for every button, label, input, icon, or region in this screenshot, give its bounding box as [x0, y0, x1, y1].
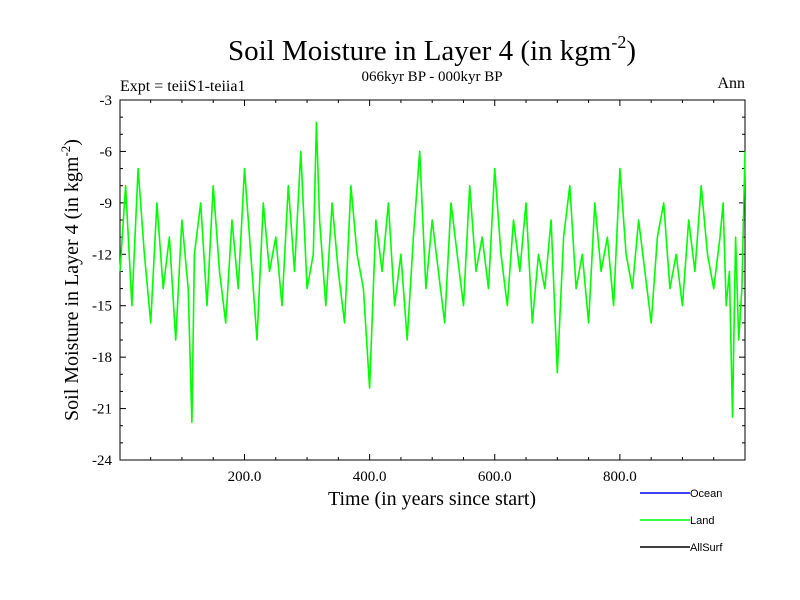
- x-tick-label: 800.0: [603, 469, 637, 485]
- x-tick-label: 600.0: [478, 469, 512, 485]
- plot-frame: [119, 99, 746, 461]
- series-group: [119, 121, 746, 424]
- y-tick-label: -9: [100, 196, 113, 212]
- chart-subtitle: 066kyr BP - 000kyr BP: [361, 69, 502, 85]
- y-axis-label: Soil Moisture in Layer 4 (in kgm-2): [58, 139, 83, 421]
- x-axis: 200.0 400.0 600.0 800.0: [150, 100, 715, 485]
- y-axis: -24 -21 -18 -15 -12 -9 -6 -3: [92, 93, 745, 469]
- legend-label-land: Land: [690, 515, 714, 527]
- legend-label-allsurf: AllSurf: [690, 542, 723, 554]
- x-axis-label: Time (in years since start): [328, 488, 536, 510]
- y-tick-label: -15: [92, 299, 112, 315]
- y-tick-label: -18: [92, 350, 112, 366]
- x-tick-label: 400.0: [353, 469, 387, 485]
- experiment-label: Expt = teiiS1-teiia1: [120, 78, 245, 95]
- y-tick-label: -24: [92, 453, 112, 469]
- y-tick-label: -6: [100, 144, 113, 160]
- y-tick-label: -3: [100, 93, 113, 109]
- x-tick-label: 200.0: [228, 469, 262, 485]
- y-tick-label: -21: [92, 402, 112, 418]
- y-tick-label: -12: [92, 247, 112, 263]
- legend: Ocean Land AllSurf: [640, 488, 723, 554]
- chart-title: Soil Moisture in Layer 4 (in kgm-2): [228, 32, 636, 67]
- legend-label-ocean: Ocean: [690, 488, 722, 500]
- season-label: Ann: [717, 75, 745, 92]
- series-line-land: [119, 121, 746, 424]
